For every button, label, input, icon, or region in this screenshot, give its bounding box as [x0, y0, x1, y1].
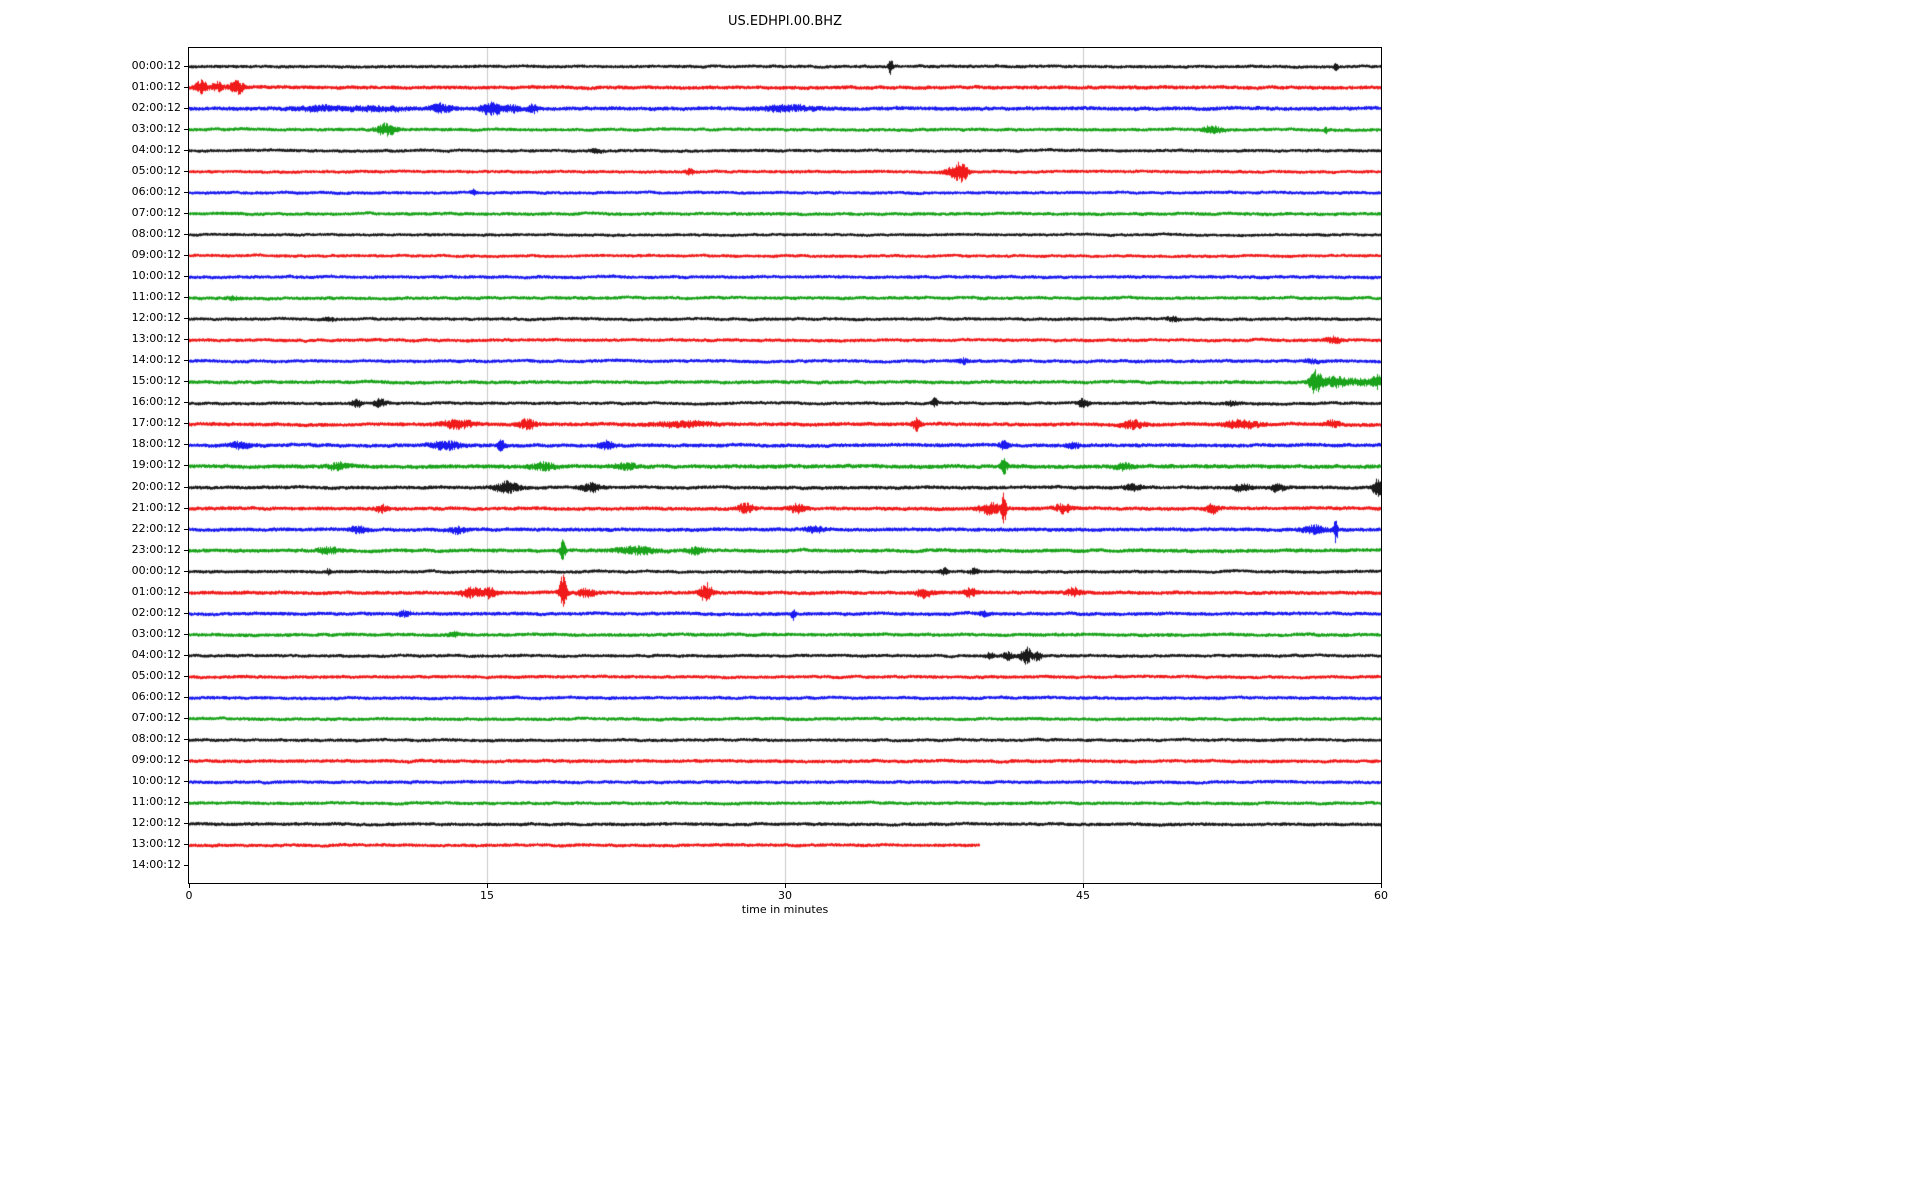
y-tick-mark — [184, 655, 188, 656]
y-tick-mark — [184, 360, 188, 361]
y-tick-label: 19:00:12 — [131, 458, 181, 472]
y-tick-mark — [184, 234, 188, 235]
x-tick-mark — [785, 884, 786, 888]
y-tick-label: 03:00:12 — [131, 121, 181, 135]
x-tick-label: 60 — [1374, 889, 1388, 902]
y-tick-label: 22:00:12 — [131, 521, 181, 535]
y-tick-label: 04:00:12 — [131, 142, 181, 156]
y-tick-mark — [184, 318, 188, 319]
y-tick-mark — [184, 339, 188, 340]
y-tick-mark — [184, 823, 188, 824]
y-tick-label: 10:00:12 — [131, 774, 181, 788]
y-tick-label: 00:00:12 — [131, 58, 181, 72]
y-tick-label: 15:00:12 — [131, 374, 181, 388]
y-tick-label: 06:00:12 — [131, 184, 181, 198]
y-tick-mark — [184, 739, 188, 740]
y-tick-mark — [184, 66, 188, 67]
y-tick-mark — [184, 508, 188, 509]
y-tick-label: 07:00:12 — [131, 711, 181, 725]
y-tick-mark — [184, 781, 188, 782]
y-tick-label: 01:00:12 — [131, 79, 181, 93]
y-tick-mark — [184, 444, 188, 445]
y-tick-mark — [184, 171, 188, 172]
y-tick-mark — [184, 865, 188, 866]
y-tick-mark — [184, 697, 188, 698]
y-tick-label: 12:00:12 — [131, 816, 181, 830]
x-tick-label: 30 — [778, 889, 792, 902]
y-tick-mark — [184, 465, 188, 466]
y-tick-label: 13:00:12 — [131, 837, 181, 851]
y-tick-label: 02:00:12 — [131, 100, 181, 114]
y-tick-mark — [184, 276, 188, 277]
y-tick-mark — [184, 676, 188, 677]
y-tick-label: 03:00:12 — [131, 626, 181, 640]
y-tick-label: 21:00:12 — [131, 500, 181, 514]
y-tick-label: 07:00:12 — [131, 205, 181, 219]
x-tick-mark — [487, 884, 488, 888]
x-axis-label: time in minutes — [741, 903, 829, 916]
y-tick-label: 06:00:12 — [131, 690, 181, 703]
x-tick-mark — [1381, 884, 1382, 888]
y-tick-mark — [184, 213, 188, 214]
y-tick-label: 10:00:12 — [131, 269, 181, 282]
y-tick-label: 12:00:12 — [131, 311, 181, 325]
y-tick-mark — [184, 550, 188, 551]
y-tick-mark — [184, 844, 188, 845]
y-tick-mark — [184, 571, 188, 572]
y-tick-mark — [184, 402, 188, 403]
y-tick-mark — [184, 718, 188, 719]
y-tick-mark — [184, 297, 188, 298]
plot-area — [188, 47, 1382, 884]
y-tick-mark — [184, 423, 188, 424]
y-tick-mark — [184, 150, 188, 151]
y-tick-mark — [184, 529, 188, 530]
y-tick-mark — [184, 192, 188, 193]
y-tick-label: 13:00:12 — [131, 332, 181, 346]
y-tick-label: 09:00:12 — [131, 753, 181, 767]
y-tick-label: 08:00:12 — [131, 732, 181, 746]
y-tick-label: 05:00:12 — [131, 163, 181, 177]
y-tick-label: 02:00:12 — [131, 605, 181, 619]
y-tick-mark — [184, 87, 188, 88]
y-tick-label: 11:00:12 — [131, 290, 181, 304]
x-tick-mark — [1083, 884, 1084, 888]
y-tick-label: 17:00:12 — [131, 416, 181, 430]
y-tick-mark — [184, 613, 188, 614]
y-tick-label: 18:00:12 — [131, 437, 181, 451]
y-tick-label: 09:00:12 — [131, 247, 181, 261]
y-tick-label: 16:00:12 — [131, 395, 181, 409]
y-tick-label: 11:00:12 — [131, 795, 181, 809]
y-tick-mark — [184, 108, 188, 109]
y-tick-label: 04:00:12 — [131, 647, 181, 661]
y-tick-label: 05:00:12 — [131, 668, 181, 682]
y-tick-mark — [184, 760, 188, 761]
y-tick-label: 20:00:12 — [131, 479, 181, 493]
y-tick-label: 14:00:12 — [131, 858, 181, 872]
y-tick-label: 01:00:12 — [131, 584, 181, 598]
y-tick-mark — [184, 592, 188, 593]
y-tick-mark — [184, 802, 188, 803]
x-tick-mark — [189, 884, 190, 888]
y-tick-mark — [184, 255, 188, 256]
helicorder-canvas — [189, 48, 1381, 883]
y-tick-label: 00:00:12 — [131, 563, 181, 577]
y-tick-label: 23:00:12 — [131, 542, 181, 556]
chart-title: US.EDHPI.00.BHZ — [728, 14, 842, 29]
x-tick-label: 45 — [1076, 889, 1090, 902]
x-tick-label: 15 — [480, 889, 494, 902]
y-tick-mark — [184, 487, 188, 488]
y-tick-mark — [184, 634, 188, 635]
y-tick-label: 14:00:12 — [131, 353, 181, 367]
x-tick-label: 0 — [185, 889, 193, 902]
y-tick-mark — [184, 381, 188, 382]
y-tick-label: 08:00:12 — [131, 226, 181, 240]
y-tick-mark — [184, 129, 188, 130]
